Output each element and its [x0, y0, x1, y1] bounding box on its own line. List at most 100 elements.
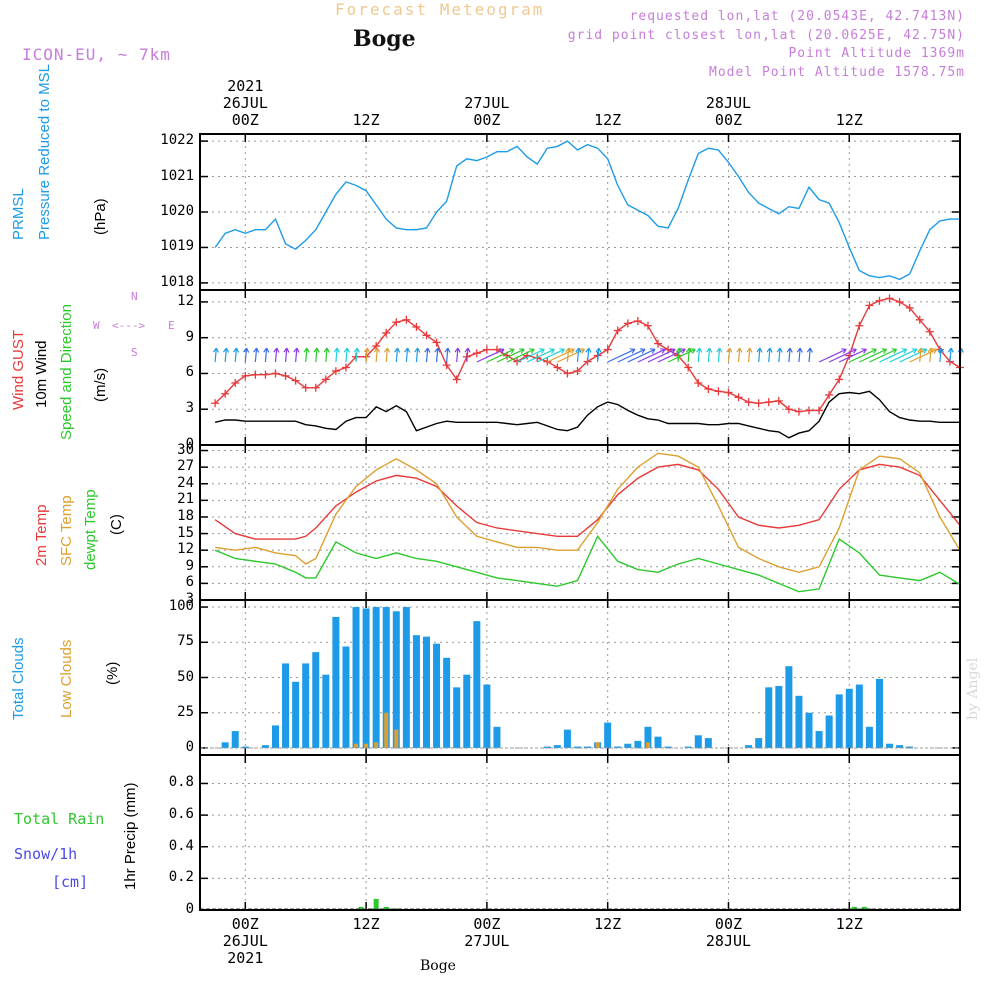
gust-marker — [925, 327, 934, 336]
wind-direction-arrow — [939, 348, 942, 363]
y-tick-label: 100 — [168, 598, 194, 615]
wind-arrow-head — [660, 348, 666, 354]
wind-direction-arrow — [405, 348, 409, 363]
gust-marker — [573, 367, 582, 376]
total-cloud-bar — [382, 607, 390, 748]
compass-south: S — [131, 346, 138, 359]
wind-arrow-head — [539, 348, 545, 354]
x-axis-bottom-label: 12Z — [352, 915, 380, 933]
wind-arrow-head — [851, 348, 857, 354]
total-cloud-bar — [372, 607, 380, 748]
gust-marker — [321, 375, 330, 384]
wind-direction-arrow — [446, 348, 449, 363]
panel-frame — [199, 289, 961, 446]
y-tick-label: 1022 — [160, 132, 194, 149]
wind-direction-arrow — [385, 348, 389, 363]
total-cloud-bar — [745, 745, 753, 748]
y-tick-label: 18 — [177, 507, 194, 524]
y-tick-label: 12 — [177, 541, 194, 558]
rain-bar — [358, 906, 364, 910]
wind-arrow-head — [569, 348, 575, 354]
total-cloud-bar — [563, 729, 571, 748]
wind-direction-arrow — [818, 348, 847, 363]
wind-arrow-head — [796, 347, 803, 353]
gust-marker — [613, 326, 622, 335]
wind-arrow-head — [424, 347, 431, 353]
point-altitude: Point Altitude 1369m — [788, 46, 965, 61]
total-cloud-bar — [352, 607, 360, 748]
gust-marker — [603, 345, 612, 354]
series-prmsl — [214, 140, 960, 281]
wind-direction-arrow — [496, 348, 525, 363]
wind-arrow-head — [509, 348, 515, 354]
panel-precip — [199, 754, 961, 911]
gust-marker — [724, 388, 733, 397]
y-tick-label: 0.6 — [168, 806, 194, 823]
rain-bar — [851, 906, 857, 910]
gust-marker — [422, 331, 431, 340]
gust-marker — [291, 376, 300, 385]
y-tick-label: 24 — [177, 474, 194, 491]
wind-direction-arrow — [838, 348, 867, 363]
y-tick-label: 12 — [177, 292, 194, 309]
y-tick-label: 3 — [185, 591, 194, 607]
wind-direction-arrow — [697, 348, 701, 363]
gridpoint-coords: grid point closest lon,lat (20.0625E, 42… — [567, 28, 965, 43]
rain-bar — [373, 898, 379, 910]
wind-direction-arrow — [647, 348, 676, 363]
total-cloud-bar — [271, 725, 279, 748]
wind-direction-arrow — [456, 348, 459, 363]
gust-marker — [764, 398, 773, 407]
x-axis-bottom-label: 00Z 26JUL 2021 — [222, 915, 268, 967]
gust-marker — [442, 361, 451, 370]
total-cloud-bar — [805, 712, 813, 748]
gust-marker — [382, 328, 391, 337]
total-cloud-bar — [755, 738, 763, 748]
total-cloud-bar — [865, 726, 873, 748]
total-cloud-bar — [332, 616, 340, 748]
total-cloud-bar — [453, 687, 461, 748]
gust-marker — [211, 399, 220, 408]
gust-marker — [372, 342, 381, 351]
wind-arrow-head — [675, 347, 683, 353]
wind-direction-arrow — [677, 348, 680, 363]
x-axis-bottom-label: 00Z 28JUL — [705, 915, 752, 950]
total-cloud-bar — [342, 646, 350, 748]
total-cloud-bar — [312, 652, 320, 748]
panel-pressure — [199, 133, 961, 291]
wind-arrow-head — [881, 348, 888, 354]
total-cloud-bar — [704, 738, 712, 748]
wind-arrow-head — [464, 347, 471, 353]
wind-arrow-head — [706, 347, 713, 353]
wind-arrow-head — [931, 348, 938, 354]
wind-direction-arrow — [315, 348, 318, 363]
wind-direction-arrow — [365, 348, 368, 363]
total-cloud-bar — [584, 746, 592, 748]
wind-arrow-head — [716, 347, 723, 353]
wind-arrow-head — [293, 347, 300, 353]
total-cloud-bar — [634, 740, 642, 748]
wind-arrow-head — [786, 347, 793, 353]
total-cloud-bar — [573, 746, 581, 748]
wind-direction-arrow — [597, 348, 600, 363]
y-tick-label: 25 — [177, 703, 194, 720]
wind-arrow-head — [565, 347, 572, 353]
compass-east: E — [168, 319, 175, 332]
wind-arrow-head — [911, 348, 918, 354]
total-cloud-bar — [543, 746, 551, 748]
y-tick-label: 0 — [185, 901, 194, 917]
low-cloud-bar — [645, 742, 650, 748]
y-tick-label: 50 — [177, 668, 194, 685]
wind-arrow-head — [670, 348, 676, 354]
total-cloud-bar — [654, 736, 662, 748]
wind-arrow-head — [776, 347, 783, 353]
gust-marker — [704, 384, 713, 393]
gust-marker — [402, 315, 411, 324]
gust-marker — [412, 322, 421, 331]
total-cloud-bar — [302, 663, 310, 748]
gust-marker — [734, 393, 743, 402]
wind-arrow-head — [353, 347, 360, 353]
wind-direction-arrow — [627, 348, 656, 363]
total-cloud-bar — [664, 746, 672, 748]
wind-arrow-head — [927, 347, 934, 353]
